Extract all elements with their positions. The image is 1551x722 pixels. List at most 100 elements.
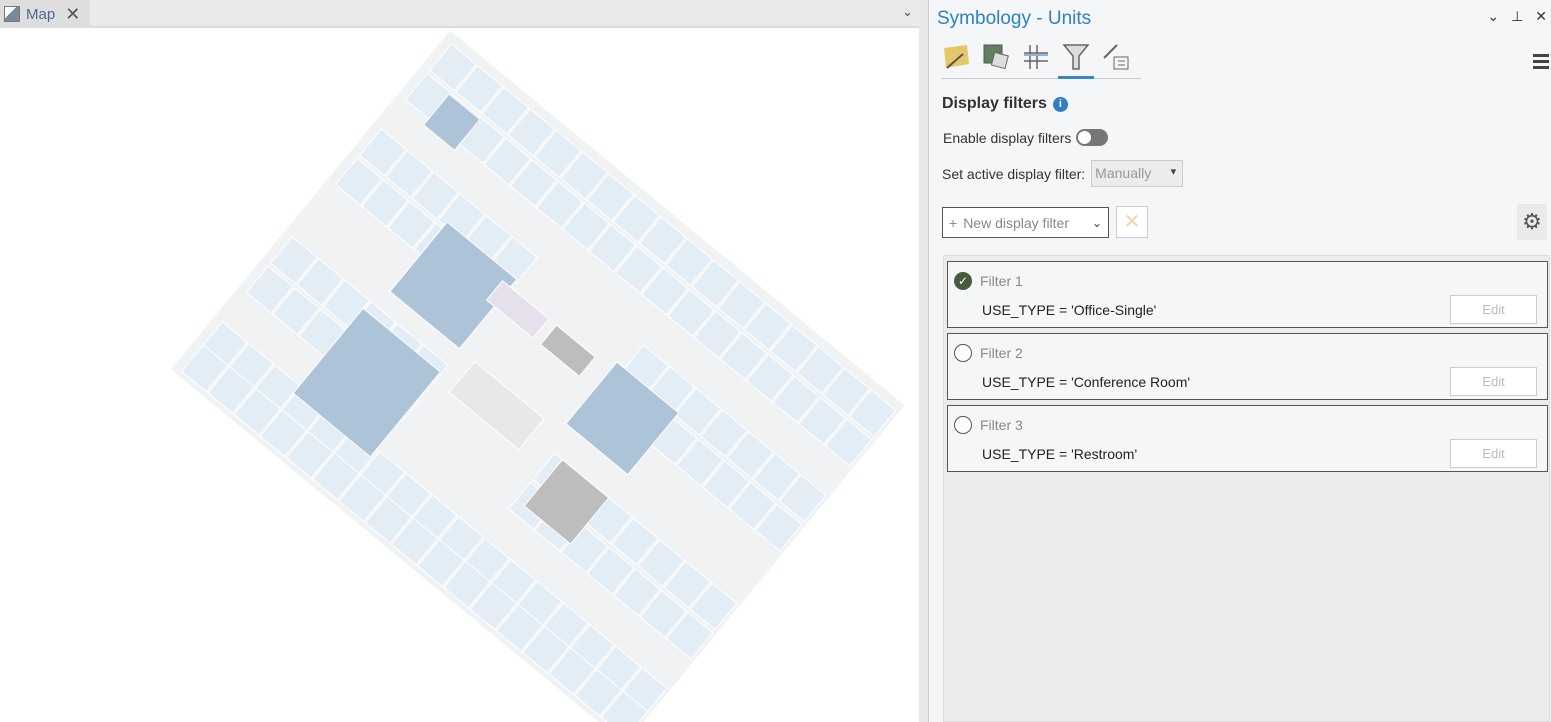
tab-display-filters[interactable]	[1058, 40, 1094, 79]
room	[665, 238, 713, 287]
room	[745, 353, 794, 402]
section-title: Display filters i	[942, 95, 1068, 113]
filter-item[interactable]: Filter 3 USE_TYPE = 'Restroom' Edit	[947, 405, 1548, 472]
menu-icon[interactable]	[1533, 54, 1549, 72]
room	[272, 287, 320, 336]
pin-icon[interactable]: ⊥	[1511, 8, 1524, 24]
primary-symbology-icon	[944, 45, 969, 69]
filter-expression: USE_TYPE = 'Restroom'	[982, 446, 1138, 462]
room	[822, 367, 871, 416]
radio-button[interactable]	[954, 416, 972, 434]
room	[481, 86, 530, 135]
symbology-pane: Symbology - Units ⌄ ⊥ ✕ Display filters i…	[928, 0, 1551, 722]
room	[639, 590, 688, 638]
chevron-down-icon[interactable]: ⌄	[1091, 215, 1102, 230]
room	[675, 438, 724, 487]
check-icon[interactable]: ✓	[954, 272, 972, 290]
tab-primary-symbology[interactable]	[941, 40, 971, 74]
plus-icon: +	[949, 214, 958, 231]
filter-name: Filter 3	[980, 417, 1023, 433]
filter-item[interactable]: ✓ Filter 1 USE_TYPE = 'Office-Single' Ed…	[947, 261, 1548, 328]
close-tab-icon[interactable]: ✕	[65, 3, 81, 24]
enable-display-filters-toggle[interactable]	[1076, 129, 1109, 146]
room	[574, 668, 623, 717]
delete-filter-button[interactable]: ✕	[1116, 206, 1148, 238]
room	[614, 245, 663, 294]
room	[429, 43, 477, 92]
room	[296, 257, 344, 306]
close-pane-icon[interactable]: ✕	[1535, 8, 1547, 24]
room	[778, 474, 827, 523]
room	[312, 452, 360, 501]
room	[417, 538, 465, 587]
edit-button[interactable]: Edit	[1450, 367, 1537, 396]
room	[693, 310, 742, 359]
room-special	[485, 279, 550, 339]
room	[638, 216, 687, 265]
symbology-tabs	[941, 40, 1141, 79]
room	[637, 539, 686, 588]
room-large	[389, 221, 518, 350]
room	[560, 151, 608, 200]
service-room	[539, 324, 596, 377]
room	[469, 582, 518, 631]
room	[586, 546, 635, 595]
room	[772, 375, 820, 424]
room	[848, 389, 897, 438]
room	[509, 159, 558, 208]
room	[612, 194, 661, 243]
gear-icon[interactable]: ⚙	[1517, 204, 1547, 240]
radio-button[interactable]	[954, 344, 972, 362]
room	[702, 460, 750, 509]
room	[207, 365, 255, 414]
filter-name: Filter 2	[980, 345, 1023, 361]
room	[483, 137, 532, 186]
tab-vary-symbology[interactable]	[1021, 40, 1051, 74]
set-active-filter-select[interactable]: Manually	[1091, 160, 1184, 187]
set-active-filter-label: Set active display filter:	[942, 165, 1086, 182]
room	[611, 517, 659, 566]
map-tab-bar: Map ✕ ⌄	[0, 0, 919, 28]
room	[233, 387, 282, 436]
filter-expression: USE_TYPE = 'Conference Room'	[982, 374, 1191, 390]
tab-symbol-layer-drawing[interactable]	[1101, 40, 1131, 74]
map-view[interactable]: Map ✕ ⌄	[0, 0, 919, 722]
edit-button[interactable]: Edit	[1450, 295, 1537, 324]
room	[770, 324, 818, 373]
new-display-filter-button[interactable]: + New display filter ⌄	[942, 207, 1109, 238]
map-icon	[4, 6, 20, 22]
room	[640, 267, 689, 316]
room	[667, 288, 715, 337]
pane-options-icon[interactable]: ⌄	[1487, 8, 1500, 24]
room	[726, 431, 775, 480]
building-footprint	[169, 30, 906, 722]
secondary-symbology-icon	[983, 44, 1009, 70]
room	[754, 503, 803, 552]
map-tab-label: Map	[26, 5, 56, 23]
room	[495, 603, 544, 652]
pane-title: Symbology - Units	[937, 8, 1092, 29]
room	[798, 397, 847, 446]
room	[180, 344, 229, 393]
filter-name: Filter 1	[980, 273, 1023, 289]
tab-secondary-symbology[interactable]	[981, 40, 1011, 74]
room-large	[292, 307, 442, 458]
room	[691, 259, 740, 308]
room	[613, 568, 661, 617]
info-icon[interactable]: i	[1052, 97, 1068, 112]
filter-item[interactable]: Filter 2 USE_TYPE = 'Conference Room' Ed…	[947, 333, 1548, 400]
room	[361, 179, 409, 228]
room	[824, 418, 873, 467]
map-canvas[interactable]	[0, 30, 919, 722]
edit-button[interactable]: Edit	[1450, 439, 1537, 468]
chevron-down-icon[interactable]: ⌄	[902, 4, 913, 19]
room	[507, 108, 556, 157]
map-tab[interactable]: Map ✕	[0, 0, 90, 28]
room	[663, 560, 712, 609]
room	[364, 495, 413, 544]
enable-display-filters-label: Enable display filters	[943, 129, 1072, 146]
pane-splitter[interactable]	[919, 0, 928, 722]
room	[259, 409, 308, 458]
room	[743, 302, 792, 351]
room	[588, 224, 637, 273]
